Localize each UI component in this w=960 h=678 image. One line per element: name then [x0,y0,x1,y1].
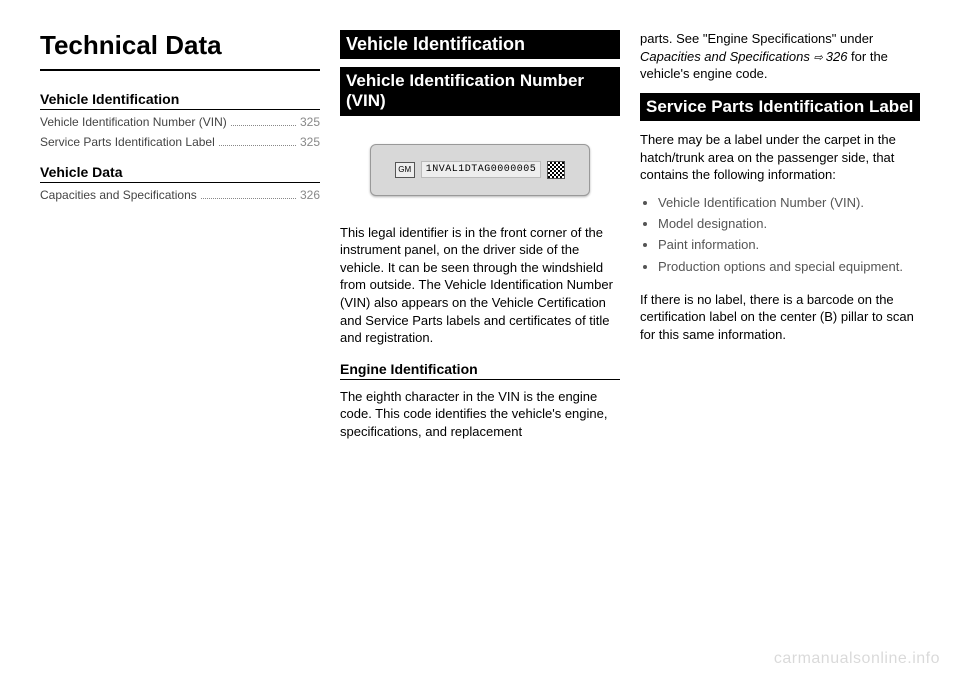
vin-plate-figure: GM 1NVAL1DTAG0000005 [340,130,620,210]
list-item: Production options and special equipment… [658,258,920,276]
gm-logo-icon: GM [395,162,415,178]
section-title-bar: Vehicle Identification [340,30,620,59]
text-span: parts. See "Engine Specifications" under [640,31,873,46]
toc-label: Capacities and Specifications [40,188,197,202]
page-reference[interactable]: 326 [813,49,847,64]
list-item: Vehicle Identification Number (VIN). [658,194,920,212]
bullet-list: Vehicle Identification Number (VIN). Mod… [640,194,920,279]
subsection-title-bar: Vehicle Identification Number (VIN) [340,67,620,116]
body-paragraph: There may be a label under the carpet in… [640,131,920,184]
list-item: Model designation. [658,215,920,233]
watermark-text: carmanualsonline.info [774,650,940,668]
body-paragraph: The eighth character in the VIN is the e… [340,388,620,441]
toc-label: Vehicle Identification Number (VIN) [40,115,227,129]
vin-plate: GM 1NVAL1DTAG0000005 [370,144,590,196]
sub-heading: Engine Identification [340,361,620,380]
body-paragraph: If there is no label, there is a barcode… [640,291,920,344]
toc-section-header-2: Vehicle Data [40,164,320,183]
column-1: Technical Data Vehicle Identification Ve… [40,30,320,446]
cross-reference-link[interactable]: Capacities and Specifications [640,49,810,64]
page-content: Technical Data Vehicle Identification Ve… [0,0,960,466]
toc-item[interactable]: Vehicle Identification Number (VIN) 325 [40,114,320,130]
toc-dots [231,115,296,126]
toc-dots [201,188,296,199]
body-paragraph-continued: parts. See "Engine Specifications" under… [640,30,920,83]
toc-page: 325 [300,135,320,149]
toc-page: 325 [300,115,320,129]
toc-item[interactable]: Service Parts Identification Label 325 [40,134,320,150]
column-2: Vehicle Identification Vehicle Identific… [340,30,620,446]
chapter-title: Technical Data [40,30,320,71]
vin-number-text: 1NVAL1DTAG0000005 [421,161,542,178]
toc-label: Service Parts Identification Label [40,135,215,149]
body-paragraph: This legal identifier is in the front co… [340,224,620,347]
toc-dots [219,135,296,146]
toc-item[interactable]: Capacities and Specifications 326 [40,187,320,203]
qr-code-icon [547,161,565,179]
column-3: parts. See "Engine Specifications" under… [640,30,920,446]
toc-page: 326 [300,188,320,202]
subsection-title-bar: Service Parts Identification Label [640,93,920,121]
list-item: Paint information. [658,236,920,254]
toc-section-header-1: Vehicle Identification [40,91,320,110]
